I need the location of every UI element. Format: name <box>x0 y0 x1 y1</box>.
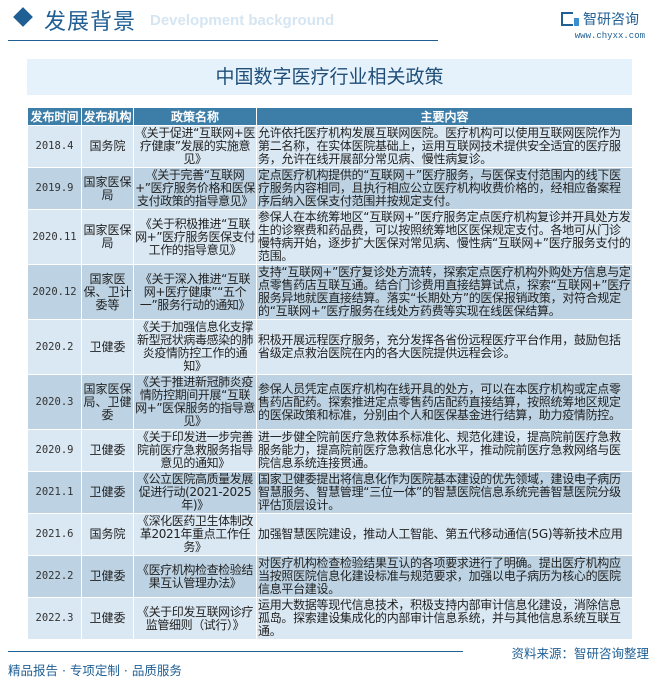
date-cell: 2021.1 <box>27 471 82 514</box>
date-cell: 2021.6 <box>27 513 82 556</box>
org-cell: 国家医保局 <box>81 209 134 265</box>
table-row: 2018.4 国务院 《关于促进“互联网+医疗健康”发展的实施意见》 允许依托医疗机构… <box>27 125 633 168</box>
policy-name-cell: 《关于积极推进“互联网+”医疗服务医保支付工作的指导意见》 <box>133 209 257 265</box>
content-cell: 积极开展远程医疗服务，充分发挥各省份远程医疗平台作用，鼓励包括省级定点救治医院在… <box>256 319 633 375</box>
source-note: 资料来源：智研咨询整理 <box>511 646 649 661</box>
org-cell: 卫健委 <box>81 555 134 598</box>
policy-name-cell: 《关于加强信息化支撑新型冠状病毒感染的肺炎疫情防控工作的通知》 <box>133 319 257 375</box>
policy-name-cell: 《关于印发互联网诊疗监管细则（试行）》 <box>133 597 257 640</box>
content-cell: 加强智慧医院建设，推动人工智能、第五代移动通信(5G)等新技术应用 <box>256 513 633 556</box>
table-header-row: 发布时间 发布机构 政策名称 主要内容 <box>27 107 633 126</box>
org-cell: 卫健委 <box>81 597 134 640</box>
content-cell: 国家卫健委提出将信息化作为医院基本建设的优先领域，建设电子病历智慧服务、智慧管理… <box>256 471 633 514</box>
date-cell: 2020.3 <box>27 374 82 430</box>
column-header: 发布机构 <box>81 107 134 126</box>
column-header: 政策名称 <box>133 107 257 126</box>
table-row: 2021.6 国务院 《深化医药卫生体制改革2021年重点工作任务》 加强智慧医院建设… <box>27 513 633 556</box>
date-cell: 2018.4 <box>27 125 82 168</box>
content-cell: 定点医疗机构提供的“互联网＋”医疗服务，与医保支付范围内的线下医疗服务内容相同，… <box>256 167 633 210</box>
logo-icon <box>561 12 579 26</box>
policy-table: 发布时间 发布机构 政策名称 主要内容 2018.4 国务院 《关于促进“互联网+医… <box>27 107 633 640</box>
content-cell: 支持“互联网+”医疗复诊处方流转，探索定点医疗机构外购处方信息与定点零售药店互联… <box>256 264 633 320</box>
date-cell: 2020.2 <box>27 319 82 375</box>
policy-name-cell: 《关于印发进一步完善院前医疗急救服务指导意见的通知》 <box>133 429 257 472</box>
diamond-icon <box>13 7 33 27</box>
header-subtitle: Development background <box>150 12 335 29</box>
content-cell: 运用大数据等现代信息技术，积极支持内部审计信息化建设，消除信息孤岛。探索建设集成… <box>256 597 633 640</box>
content-cell: 对医疗机构检查检验结果互认的各项要求进行了明确。提出医疗机构应当按照医院信息化建… <box>256 555 633 598</box>
column-header: 主要内容 <box>256 107 633 126</box>
content-cell: 参保人在本统筹地区“互联网+”医疗服务定点医疗机构复诊并开具处方发生的诊察费和药… <box>256 209 633 265</box>
table-row: 2022.2 卫健委 《医疗机构检查检验结果互认管理办法》 对医疗机构检查检验结果互认… <box>27 555 633 598</box>
date-cell: 2020.11 <box>27 209 82 265</box>
header-title: 发展背景 <box>44 10 137 35</box>
content-cell: 允许依托医疗机构发展互联网医院。医疗机构可以使用互联网医院作为第二名称，在实体医… <box>256 125 633 168</box>
table-title: 中国数字医疗行业相关政策 <box>27 59 632 95</box>
date-cell: 2022.3 <box>27 597 82 640</box>
policy-name-cell: 《关于完善“互联网+”医疗服务价格和医保支付政策的指导意见》 <box>133 167 257 210</box>
footer-divider <box>8 651 463 652</box>
policy-name-cell: 《医疗机构检查检验结果互认管理办法》 <box>133 555 257 598</box>
policy-name-cell: 《公立医院高质量发展促进行动(2021-2025年)》 <box>133 471 257 514</box>
org-cell: 国家医保局、卫健委 <box>81 374 134 430</box>
policy-name-cell: 《关于推进新冠肺炎疫情防控期间开展“互联网+”医保服务的指导意见》 <box>133 374 257 430</box>
column-header: 发布时间 <box>27 107 82 126</box>
table-row: 2022.3 卫健委 《关于印发互联网诊疗监管细则（试行）》 运用大数据等现代信息技术… <box>27 597 633 640</box>
org-cell: 国务院 <box>81 513 134 556</box>
table-row: 2019.9 国家医保局 《关于完善“互联网+”医疗服务价格和医保支付政策的指导意见… <box>27 167 633 210</box>
table-row: 2020.9 卫健委 《关于印发进一步完善院前医疗急救服务指导意见的通知》 进一步健全… <box>27 429 633 472</box>
policy-name-cell: 《关于深入推进“互联网+医疗健康”“五个一”服务行动的通知》 <box>133 264 257 320</box>
header-divider <box>8 40 438 41</box>
org-cell: 国家医保局 <box>81 167 134 210</box>
policy-name-cell: 《深化医药卫生体制改革2021年重点工作任务》 <box>133 513 257 556</box>
content-cell: 参保人员凭定点医疗机构在线开具的处方，可以在本医疗机构或定点零售药店配药。探索推… <box>256 374 633 430</box>
date-cell: 2019.9 <box>27 167 82 210</box>
table-row: 2021.1 卫健委 《公立医院高质量发展促进行动(2021-2025年)》 国家卫健… <box>27 471 633 514</box>
table-row: 2020.2 卫健委 《关于加强信息化支撑新型冠状病毒感染的肺炎疫情防控工作的通知》… <box>27 319 633 375</box>
org-cell: 国家医保、卫计委等 <box>81 264 134 320</box>
page-header: 发展背景 Development background 智研咨询 www.chy… <box>0 0 659 42</box>
brand-url: www.chyxx.com <box>574 31 645 41</box>
date-cell: 2022.2 <box>27 555 82 598</box>
date-cell: 2020.12 <box>27 264 82 320</box>
brand-logo: 智研咨询 <box>561 9 639 29</box>
policy-name-cell: 《关于促进“互联网+医疗健康”发展的实施意见》 <box>133 125 257 168</box>
content-cell: 进一步健全院前医疗急救体系标准化、规范化建设，提高院前医疗急救服务能力，提高院前… <box>256 429 633 472</box>
org-cell: 卫健委 <box>81 319 134 375</box>
org-cell: 卫健委 <box>81 471 134 514</box>
table-row: 2020.12 国家医保、卫计委等 《关于深入推进“互联网+医疗健康”“五个一”服务… <box>27 264 633 320</box>
org-cell: 国务院 <box>81 125 134 168</box>
table-row: 2020.3 国家医保局、卫健委 《关于推进新冠肺炎疫情防控期间开展“互联网+”医保… <box>27 374 633 430</box>
date-cell: 2020.9 <box>27 429 82 472</box>
org-cell: 卫健委 <box>81 429 134 472</box>
table-row: 2020.11 国家医保局 《关于积极推进“互联网+”医疗服务医保支付工作的指导意见… <box>27 209 633 265</box>
brand-name: 智研咨询 <box>583 12 639 28</box>
